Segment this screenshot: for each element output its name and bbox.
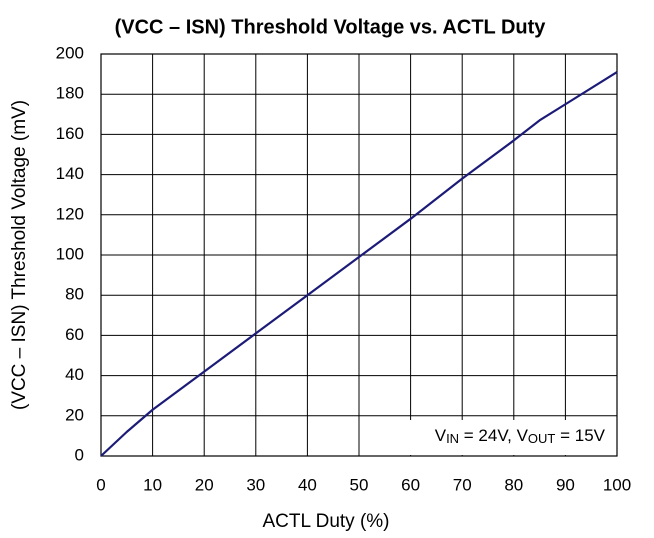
x-tick-label: 20 — [195, 475, 214, 494]
y-tick-label: 120 — [56, 204, 84, 223]
y-tick-label: 0 — [75, 445, 84, 464]
x-tick-label: 80 — [504, 475, 523, 494]
y-tick-label: 60 — [65, 325, 84, 344]
y-tick-label: 200 — [56, 43, 84, 62]
x-tick-label: 50 — [350, 475, 369, 494]
chart-title: (VCC – ISN) Threshold Voltage vs. ACTL D… — [115, 16, 547, 38]
x-tick-label: 70 — [453, 475, 472, 494]
x-tick-label: 30 — [246, 475, 265, 494]
annotation-part: V — [435, 426, 447, 445]
y-tick-label: 80 — [65, 285, 84, 304]
y-tick-label: 160 — [56, 124, 84, 143]
x-tick-label: 0 — [96, 475, 105, 494]
y-axis-label: (VCC – ISN) Threshold Voltage (mV) — [9, 100, 30, 410]
annotation: VIN = 24V, VOUT = 15V — [435, 426, 606, 446]
annotation-part: IN — [446, 431, 459, 446]
y-tick-label: 180 — [56, 84, 84, 103]
x-axis-label: ACTL Duty (%) — [262, 511, 389, 532]
x-tick-label: 60 — [401, 475, 420, 494]
x-tick-label: 100 — [603, 475, 631, 494]
plot-border — [100, 53, 618, 457]
y-tick-label: 140 — [56, 164, 84, 183]
x-tick-label: 10 — [143, 475, 162, 494]
data-line — [100, 71, 618, 457]
y-tick-label: 40 — [65, 365, 84, 384]
x-tick-label: 90 — [556, 475, 575, 494]
annotation-box — [374, 420, 616, 455]
annotation-part: = 15V — [555, 426, 605, 445]
annotation-part: OUT — [528, 431, 556, 446]
annotation-part: = 24V, V — [459, 426, 529, 445]
y-tick-label: 20 — [65, 405, 84, 424]
x-tick-label: 40 — [298, 475, 317, 494]
y-tick-label: 100 — [56, 244, 84, 263]
